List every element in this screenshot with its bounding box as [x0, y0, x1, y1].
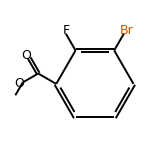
Text: Br: Br	[120, 24, 134, 36]
Text: O: O	[15, 77, 24, 90]
Text: O: O	[21, 49, 31, 62]
Text: F: F	[62, 24, 69, 36]
